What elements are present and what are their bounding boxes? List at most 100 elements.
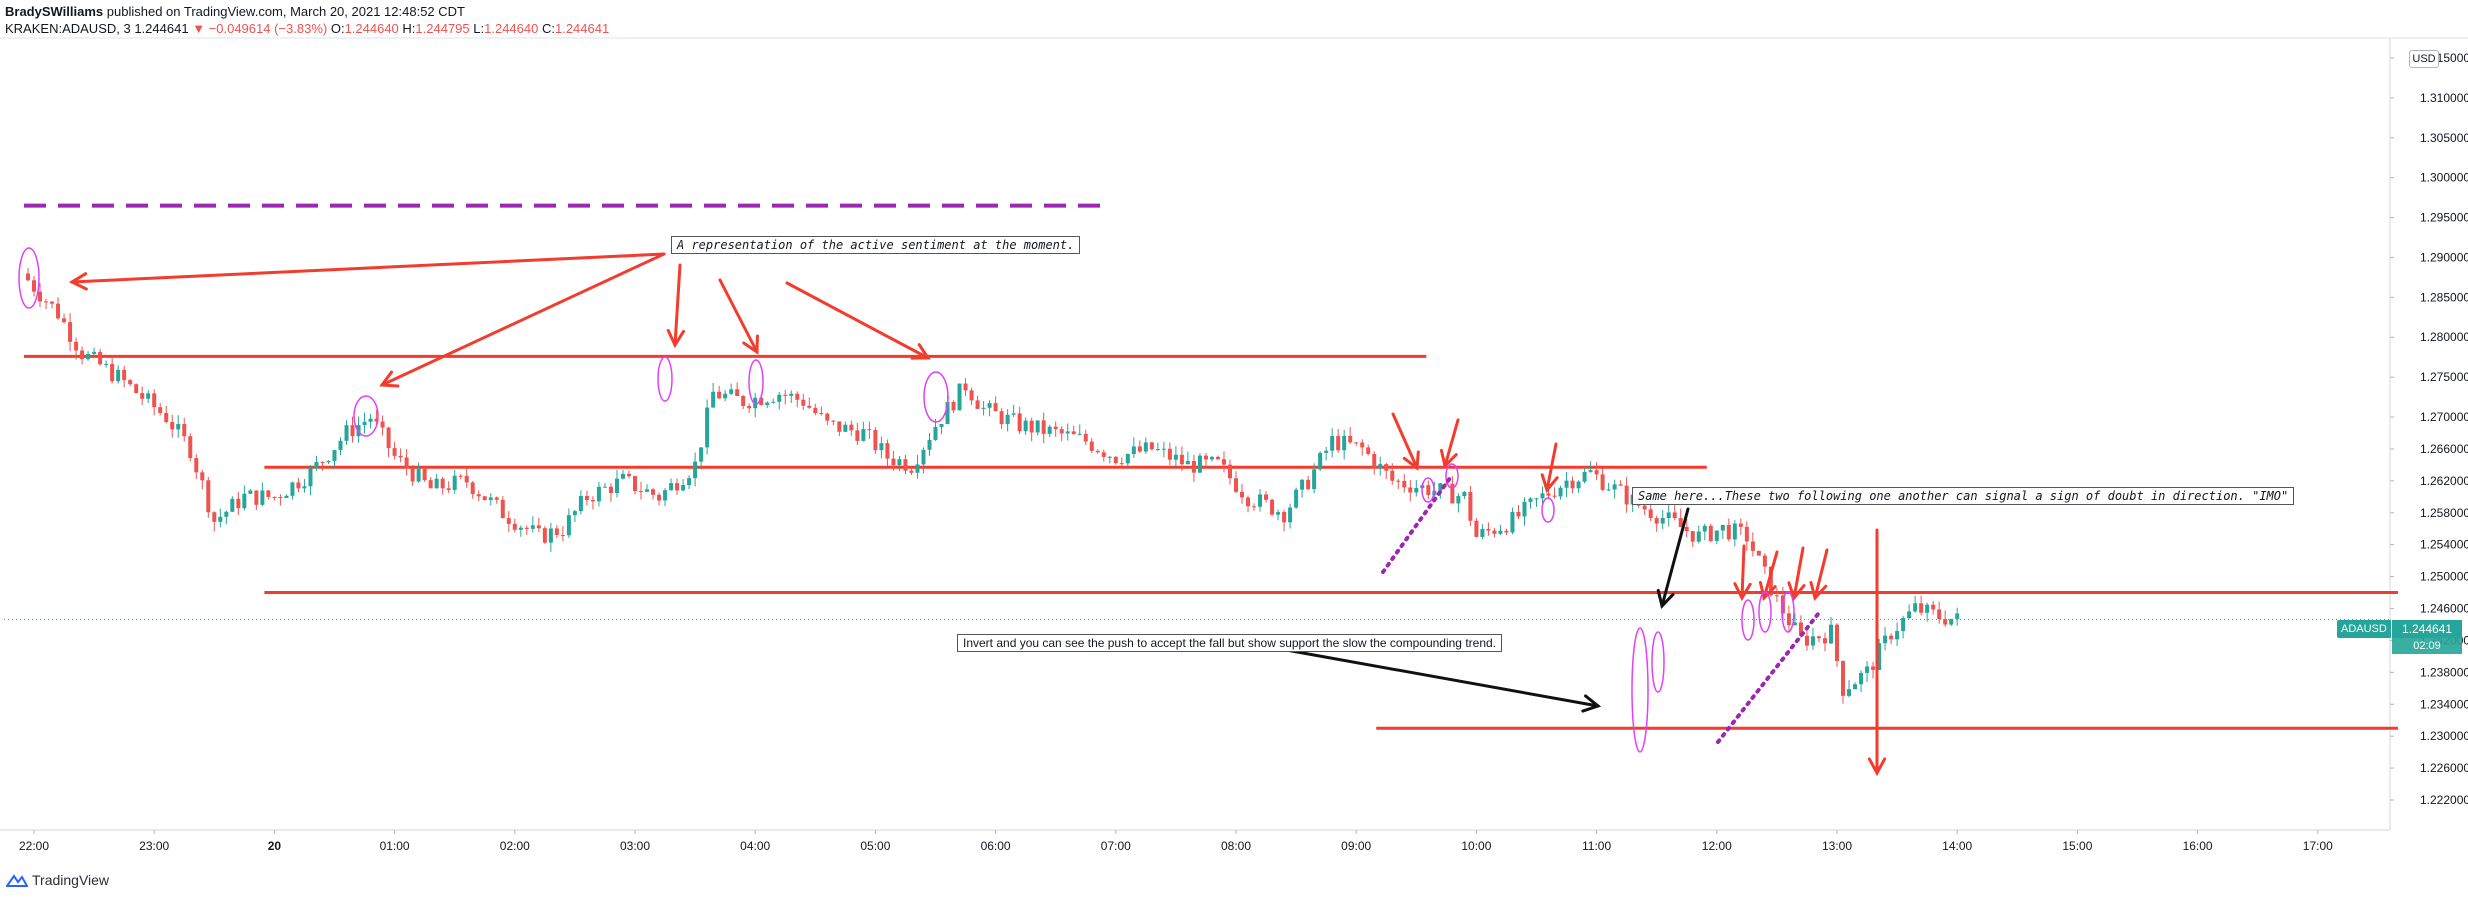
candle-body: [831, 420, 836, 422]
candle-body: [1227, 464, 1232, 479]
candle-body: [32, 280, 36, 292]
candle-body: [1660, 517, 1665, 524]
candle-body: [819, 413, 824, 415]
sentiment-arrow: [673, 263, 682, 347]
y-tick-label: 1.275000: [2420, 370, 2468, 384]
candle-body: [368, 418, 373, 422]
candle-body: [681, 485, 686, 491]
candle-body: [530, 525, 535, 529]
candle-body: [1744, 526, 1749, 542]
candle-body: [374, 418, 379, 422]
y-tick-label: 1.234000: [2420, 697, 2468, 711]
candle-body: [194, 458, 199, 473]
candle-body: [1756, 550, 1761, 556]
candle-body: [296, 482, 301, 489]
candle-body: [1414, 488, 1419, 493]
candle-body: [1504, 530, 1509, 533]
candle-body: [1654, 518, 1659, 524]
doubt-arrow: [1391, 412, 1419, 470]
symbol-title: KRAKEN:ADAUSD, 3: [5, 21, 131, 36]
candle-body: [56, 303, 61, 319]
sentiment-arrow-head: [910, 343, 931, 360]
candle-body: [1450, 483, 1455, 504]
annotation-doubt[interactable]: Same here...These two following one anot…: [1632, 487, 2295, 505]
candle-body: [987, 403, 992, 408]
candle-body: [969, 390, 974, 401]
author-name[interactable]: BradySWilliams: [5, 4, 104, 19]
candle-body: [1155, 448, 1160, 450]
x-tick-label: 05:00: [860, 839, 890, 853]
candle-body: [897, 459, 902, 466]
candle-body: [98, 351, 103, 365]
candle-body: [164, 412, 169, 423]
candle-body: [254, 490, 259, 505]
candle-body: [1492, 530, 1497, 534]
candle-body: [855, 430, 860, 441]
candle-body: [86, 353, 91, 360]
tradingview-logo[interactable]: TradingView: [6, 872, 109, 888]
candle-body: [242, 493, 247, 509]
candle-body: [128, 380, 133, 385]
candle-body: [1221, 459, 1226, 465]
candle-body: [1215, 456, 1220, 460]
candle-body: [1570, 480, 1575, 489]
candle-body: [729, 389, 734, 394]
drawings[interactable]: [18, 247, 1887, 777]
annotation-sentiment[interactable]: A representation of the active sentiment…: [671, 236, 1081, 254]
candle-body: [302, 486, 307, 489]
highlight-ellipse: [18, 247, 40, 309]
currency-label[interactable]: USD: [2409, 50, 2439, 68]
candle-body: [1474, 520, 1479, 537]
sentiment-arrow: [380, 252, 666, 387]
candle-body: [687, 478, 692, 486]
x-tick-label: 06:00: [981, 839, 1011, 853]
candle-body: [753, 397, 758, 409]
x-axis[interactable]: 22:00 23:00 20 01:00 02:00 03:00 04:00 05:00 06:…: [19, 830, 2333, 853]
candle-body: [1871, 666, 1876, 670]
candle-body: [1318, 452, 1323, 470]
candle-body: [284, 495, 289, 498]
candle-body: [1167, 448, 1172, 460]
candle-body: [134, 384, 139, 394]
low-label: L:: [473, 21, 485, 36]
x-tick-label: 02:00: [500, 839, 530, 853]
candle-body: [1816, 636, 1821, 639]
candle-body: [1089, 441, 1094, 451]
candle-body: [386, 427, 391, 449]
candle-body: [1017, 413, 1022, 432]
candle-body: [380, 421, 385, 428]
y-axis[interactable]: 1.222000 1.226000 1.230000 1.234000 1.238000…: [2390, 51, 2468, 807]
last-price: 1.244641: [134, 21, 189, 36]
candle-body: [1366, 447, 1371, 454]
doubt-arrow-head: [1439, 448, 1458, 470]
candle-body: [813, 407, 818, 414]
y-tick-label: 1.254000: [2420, 538, 2468, 552]
candle-body: [1865, 666, 1870, 673]
candle-body: [1252, 506, 1257, 508]
candle-body: [1937, 609, 1942, 620]
candle-body: [693, 461, 698, 479]
candle-body: [1444, 483, 1449, 485]
candle-body: [963, 383, 968, 391]
candle-body: [939, 424, 944, 427]
candle-body: [1762, 555, 1767, 567]
candle-body: [68, 322, 73, 342]
horizontal-lines[interactable]: [4, 203, 2398, 730]
candle-body: [596, 486, 601, 502]
highlight-ellipse: [1651, 631, 1665, 693]
candle-body: [1564, 480, 1569, 488]
candles: [25, 268, 1960, 704]
candle-body: [542, 528, 547, 543]
x-tick-label: 04:00: [740, 839, 770, 853]
candle-body: [1516, 511, 1521, 517]
candle-body: [404, 457, 409, 469]
candle-body: [795, 393, 800, 400]
y-tick-label: 1.262000: [2420, 474, 2468, 488]
candle-body: [362, 421, 367, 426]
candle-body: [1119, 463, 1124, 465]
annotation-invert[interactable]: Invert and you can see the push to accep…: [957, 634, 1503, 652]
candle-body: [428, 480, 433, 489]
doubt-arrow: [1762, 550, 1779, 600]
candle-body: [236, 498, 241, 509]
